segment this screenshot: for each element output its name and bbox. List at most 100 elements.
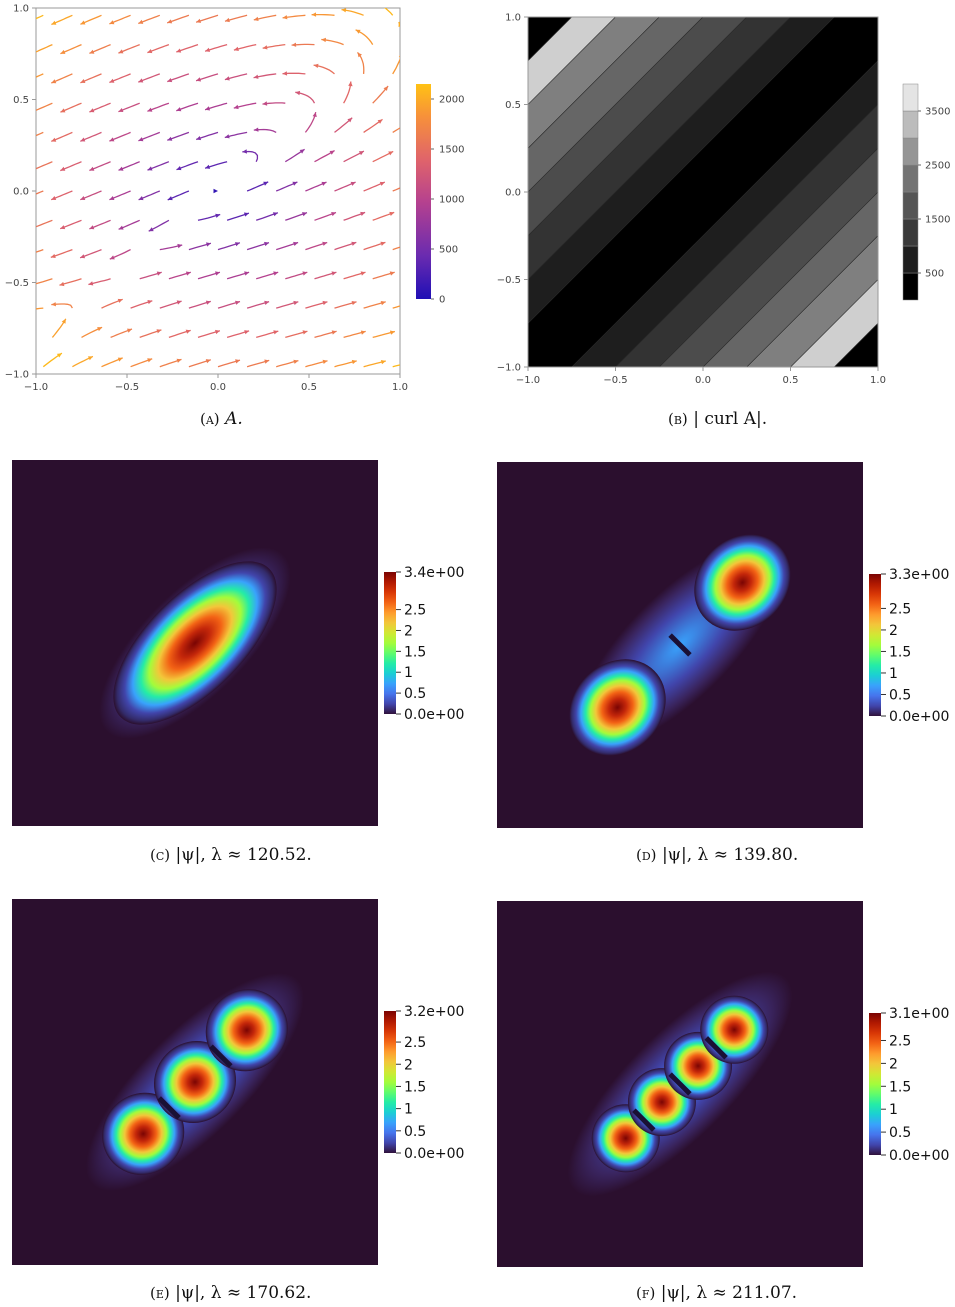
streamline (392, 246, 400, 251)
x-tick-label: −0.5 (603, 375, 627, 386)
streamline-arrow (60, 108, 66, 113)
streamline-arrow (22, 21, 27, 25)
streamline-arrow (148, 227, 154, 232)
colorbar-tick-label: 1.5 (889, 644, 911, 660)
streamline-arrow (36, 111, 37, 113)
streamline-arrow (410, 360, 415, 364)
streamline-arrow (22, 254, 27, 258)
colorbar-tick-label: 2.5 (889, 601, 911, 617)
streamline-arrow (176, 358, 182, 363)
streamline (36, 102, 53, 111)
streamline-arrow (235, 359, 240, 364)
streamline-arrow (350, 181, 356, 186)
colorbar-min-label: 0.0e+00 (404, 1146, 464, 1162)
streamline-arrow (233, 104, 239, 110)
streamline-arrow (253, 74, 259, 79)
streamline-arrow (360, 211, 366, 216)
colorbar-tick-label: 500 (439, 245, 458, 256)
streamline-arrow (118, 166, 124, 171)
caption-b: (b) | curl A|. (668, 409, 768, 429)
streamline-arrow (273, 330, 279, 335)
streamline-arrow (244, 271, 250, 276)
streamline (36, 44, 53, 53)
streamline-arrow (109, 78, 115, 83)
colorbar-tick-label: 0 (439, 295, 445, 306)
streamline-arrow (50, 253, 56, 258)
streamline-arrow (109, 20, 115, 25)
colorbar-tick-label: 2.5 (889, 1033, 911, 1049)
caption-d: (d) |ψ|, λ ≈ 139.80. (636, 845, 799, 865)
streamline-arrow (225, 17, 230, 23)
colorbar-max-label: 3.3e+00 (889, 567, 949, 583)
colorbar-tick-label: 2.5 (404, 603, 426, 619)
streamline-arrow (410, 301, 415, 305)
streamline-arrow (331, 212, 336, 217)
colorbar-max-label: 3.1e+00 (889, 1006, 949, 1022)
y-tick-label: −1.0 (5, 370, 29, 381)
streamline-arrow (89, 225, 95, 230)
colorbar-min-label: 0.0e+00 (889, 709, 949, 725)
streamline-arrow (291, 42, 297, 47)
colorbar-step (902, 164, 919, 193)
streamline-arrow (51, 79, 57, 84)
colorbar-step (902, 137, 919, 166)
colorbar (869, 574, 881, 716)
streamline (392, 187, 400, 192)
streamline-arrow (264, 241, 269, 247)
streamline-arrow (253, 127, 259, 132)
streamline-arrow (138, 19, 144, 24)
streamline-arrow (205, 47, 211, 52)
streamline (392, 57, 400, 75)
streamline-arrow (196, 136, 202, 141)
streamline-arrow (322, 241, 328, 246)
heatmap-nodal-line (668, 633, 692, 657)
streamline-arrow (360, 330, 366, 335)
y-tick-label: −1.0 (497, 363, 521, 374)
colorbar-tick-label: 1000 (439, 195, 464, 206)
x-tick-label: −1.0 (24, 382, 48, 393)
y-tick-label: −0.5 (5, 278, 29, 289)
x-tick-label: 0.0 (210, 382, 226, 393)
x-tick-label: 0.5 (301, 382, 317, 393)
streamline-arrow (147, 358, 153, 363)
caption-c: (c) |ψ|, λ ≈ 120.52. (150, 845, 312, 865)
figure-b-contour: −1.0 −0.5 0.0 0.5 1.0 −1.0 −0.5 0.0 0.5 1.0 500 15… (497, 13, 951, 387)
contour-band (528, 17, 878, 367)
caption-f: (f) |ψ|, λ ≈ 211.07. (636, 1283, 798, 1303)
colorbar-tick-label: 2 (404, 1057, 413, 1073)
streamline-arrow (109, 196, 115, 200)
streamline-arrow (31, 225, 36, 229)
y-tick-label: −0.5 (497, 275, 521, 286)
streamline-arrow (331, 330, 337, 335)
colorbar-max-label: 3.4e+00 (404, 565, 464, 581)
heatmap-nodal-line (668, 1072, 692, 1096)
streamline (36, 219, 53, 228)
streamline (392, 364, 400, 368)
heatmap-nodal-line (704, 1036, 728, 1060)
streamline-arrow (313, 63, 319, 68)
streamline-arrow (185, 271, 191, 276)
streamline-arrow (60, 49, 66, 54)
streamline-arrow (355, 29, 361, 34)
streamline-arrow (321, 181, 327, 186)
streamline-arrow (205, 106, 211, 111)
streamline-arrow (118, 108, 124, 112)
streamline-arrow (196, 77, 202, 82)
streamline-arrow (348, 81, 353, 87)
x-tick-label: −0.5 (115, 382, 139, 393)
colorbar-tick-label: 1 (404, 665, 413, 681)
streamline-arrow (80, 20, 86, 25)
heatmap-blob (205, 989, 288, 1072)
streamline-arrow (419, 331, 424, 335)
colorbar-tick-label: 2000 (439, 95, 464, 106)
streamline-arrow (138, 137, 144, 142)
streamline-arrow (176, 48, 182, 53)
streamline-arrow (302, 212, 307, 217)
x-tick-label: 0.5 (783, 375, 799, 386)
streamline-arrow (167, 78, 173, 83)
streamline-arrow (167, 19, 173, 24)
streamline-arrow (253, 16, 259, 21)
heatmap-blob (113, 561, 277, 725)
heatmap-nodal-line (632, 1108, 656, 1132)
colorbar-step (902, 272, 919, 301)
